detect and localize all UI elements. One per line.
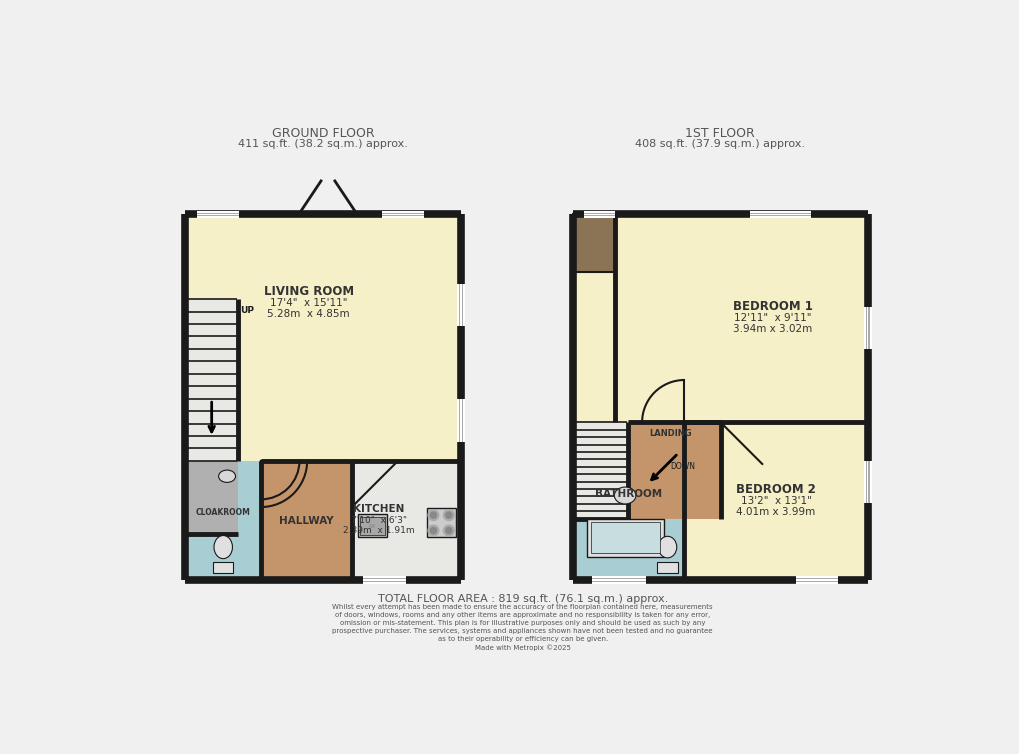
Bar bbox=[185, 461, 261, 580]
Text: HALLWAY: HALLWAY bbox=[279, 516, 333, 526]
Bar bbox=[462, 400, 463, 442]
Text: 7'10"  x 6'3": 7'10" x 6'3" bbox=[351, 516, 407, 525]
Text: CLOAKROOM: CLOAKROOM bbox=[196, 508, 251, 517]
Bar bbox=[795, 581, 838, 582]
Text: UP: UP bbox=[239, 306, 254, 315]
Bar bbox=[185, 299, 237, 461]
Bar bbox=[369, 524, 375, 529]
Bar bbox=[363, 576, 406, 584]
Bar bbox=[584, 210, 614, 219]
Text: GROUND FLOOR: GROUND FLOOR bbox=[272, 127, 374, 139]
Bar bbox=[865, 461, 866, 503]
Bar bbox=[867, 461, 869, 503]
Bar bbox=[457, 400, 465, 442]
Text: 408 sq.ft. (37.9 sq.m.) approx.: 408 sq.ft. (37.9 sq.m.) approx. bbox=[635, 139, 804, 149]
Circle shape bbox=[430, 528, 436, 534]
Text: 17'4"  x 15'11": 17'4" x 15'11" bbox=[270, 298, 347, 308]
Text: 5.28m  x 4.85m: 5.28m x 4.85m bbox=[267, 309, 350, 319]
Bar bbox=[426, 508, 455, 538]
Bar bbox=[459, 284, 460, 326]
Bar bbox=[749, 215, 811, 216]
Text: BEDROOM 2: BEDROOM 2 bbox=[736, 483, 815, 496]
Text: LANDING: LANDING bbox=[649, 429, 691, 438]
Ellipse shape bbox=[657, 536, 676, 558]
Bar bbox=[590, 523, 659, 553]
Text: 13'2"  x 13'1": 13'2" x 13'1" bbox=[740, 496, 811, 506]
Bar bbox=[363, 581, 406, 582]
Bar bbox=[381, 210, 424, 219]
Text: KITCHEN: KITCHEN bbox=[353, 504, 405, 514]
Bar bbox=[261, 461, 352, 580]
Bar bbox=[573, 214, 614, 272]
Bar bbox=[591, 576, 645, 584]
Ellipse shape bbox=[218, 470, 235, 483]
Bar bbox=[795, 576, 838, 584]
Bar bbox=[457, 284, 465, 326]
Bar bbox=[197, 215, 239, 216]
Bar bbox=[213, 562, 233, 572]
Bar bbox=[573, 422, 684, 580]
Text: 2.39m  x 1.91m: 2.39m x 1.91m bbox=[342, 526, 414, 535]
Text: 3.94m x 3.02m: 3.94m x 3.02m bbox=[733, 324, 812, 334]
Bar bbox=[863, 461, 870, 503]
Bar bbox=[586, 519, 663, 557]
Bar bbox=[657, 562, 677, 572]
Text: 4.01m x 3.99m: 4.01m x 3.99m bbox=[736, 507, 815, 517]
Bar bbox=[358, 514, 387, 538]
Bar bbox=[197, 210, 239, 219]
Bar bbox=[863, 307, 870, 349]
Bar bbox=[363, 578, 406, 579]
Circle shape bbox=[443, 525, 453, 536]
Bar bbox=[459, 400, 460, 442]
Text: DOWN: DOWN bbox=[669, 461, 695, 470]
Text: 411 sq.ft. (38.2 sq.m.) approx.: 411 sq.ft. (38.2 sq.m.) approx. bbox=[238, 139, 408, 149]
Bar bbox=[381, 215, 424, 216]
Text: Whilst every attempt has been made to ensure the accuracy of the floorplan conta: Whilst every attempt has been made to en… bbox=[332, 604, 712, 651]
Text: LIVING ROOM: LIVING ROOM bbox=[263, 285, 354, 298]
Text: 1ST FLOOR: 1ST FLOOR bbox=[685, 127, 754, 139]
Circle shape bbox=[430, 512, 436, 518]
Text: BEDROOM 1: BEDROOM 1 bbox=[733, 300, 812, 314]
Ellipse shape bbox=[613, 487, 635, 504]
Circle shape bbox=[445, 512, 451, 518]
Bar bbox=[628, 422, 720, 519]
Circle shape bbox=[443, 510, 453, 520]
Bar bbox=[462, 284, 463, 326]
Bar bbox=[865, 307, 866, 349]
Bar bbox=[584, 215, 614, 216]
Bar bbox=[867, 307, 869, 349]
Circle shape bbox=[445, 528, 451, 534]
Circle shape bbox=[428, 510, 438, 520]
Text: BATHROOM: BATHROOM bbox=[594, 489, 661, 498]
Bar bbox=[684, 422, 867, 580]
Bar bbox=[795, 578, 838, 579]
Bar bbox=[185, 461, 237, 534]
Text: TOTAL FLOOR AREA : 819 sq.ft. (76.1 sq.m.) approx.: TOTAL FLOOR AREA : 819 sq.ft. (76.1 sq.m… bbox=[377, 594, 667, 604]
Bar bbox=[591, 581, 645, 582]
Bar bbox=[352, 461, 461, 580]
Bar bbox=[749, 210, 811, 219]
Bar bbox=[360, 516, 384, 535]
Text: 12'11"  x 9'11": 12'11" x 9'11" bbox=[734, 314, 811, 323]
Bar bbox=[591, 578, 645, 579]
Ellipse shape bbox=[214, 535, 232, 559]
Bar bbox=[573, 422, 628, 519]
Bar bbox=[573, 214, 867, 422]
Bar bbox=[185, 214, 461, 461]
Circle shape bbox=[428, 525, 438, 536]
